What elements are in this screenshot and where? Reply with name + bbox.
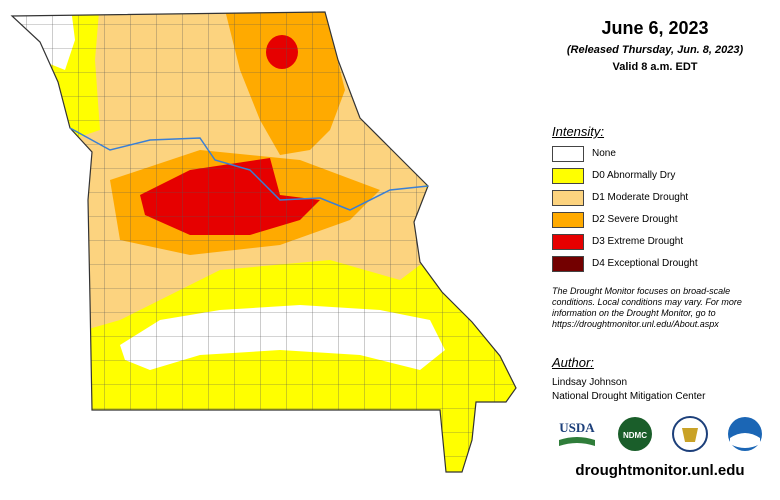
usda-logo: USDA <box>559 420 595 435</box>
legend-label: D1 Moderate Drought <box>592 192 689 203</box>
commerce-shield <box>682 428 698 442</box>
legend-label: D4 Exceptional Drought <box>592 258 698 269</box>
legend-swatch <box>552 190 584 206</box>
ndmc-circle <box>618 417 652 451</box>
drought-map <box>10 11 517 473</box>
legend-swatch <box>552 212 584 228</box>
legend-title: Intensity: <box>552 124 605 139</box>
author-org: National Drought Mitigation Center <box>552 391 706 402</box>
title: June 6, 2023 <box>601 18 709 38</box>
legend-swatch <box>552 234 584 250</box>
legend-swatch <box>552 146 584 162</box>
legend-label: None <box>592 148 616 159</box>
legend-label: D3 Extreme Drought <box>592 236 684 247</box>
logos: USDA NDMC <box>559 416 762 452</box>
legend-swatch <box>552 168 584 184</box>
note: The Drought Monitor focuses on broad-sca… <box>552 286 742 329</box>
subtitle: (Released Thursday, Jun. 8, 2023) <box>566 44 744 56</box>
river <box>69 127 429 211</box>
author-name: Lindsay Johnson <box>552 377 628 388</box>
drought-areas <box>12 12 516 472</box>
legend-label: D2 Severe Drought <box>592 214 678 225</box>
legend-label: D0 Abnormally Dry <box>592 170 676 181</box>
author-heading: Author: <box>552 355 594 370</box>
valid-time: Valid 8 a.m. EDT <box>612 61 698 73</box>
county-lines <box>12 12 516 472</box>
footer-url: droughtmonitor.unl.edu <box>575 462 745 479</box>
legend-swatch <box>552 256 584 272</box>
noaa-wave <box>730 433 760 448</box>
usda-swoosh <box>559 437 595 446</box>
state-outline <box>10 11 517 473</box>
ndmc-logo: NDMC <box>623 431 647 440</box>
